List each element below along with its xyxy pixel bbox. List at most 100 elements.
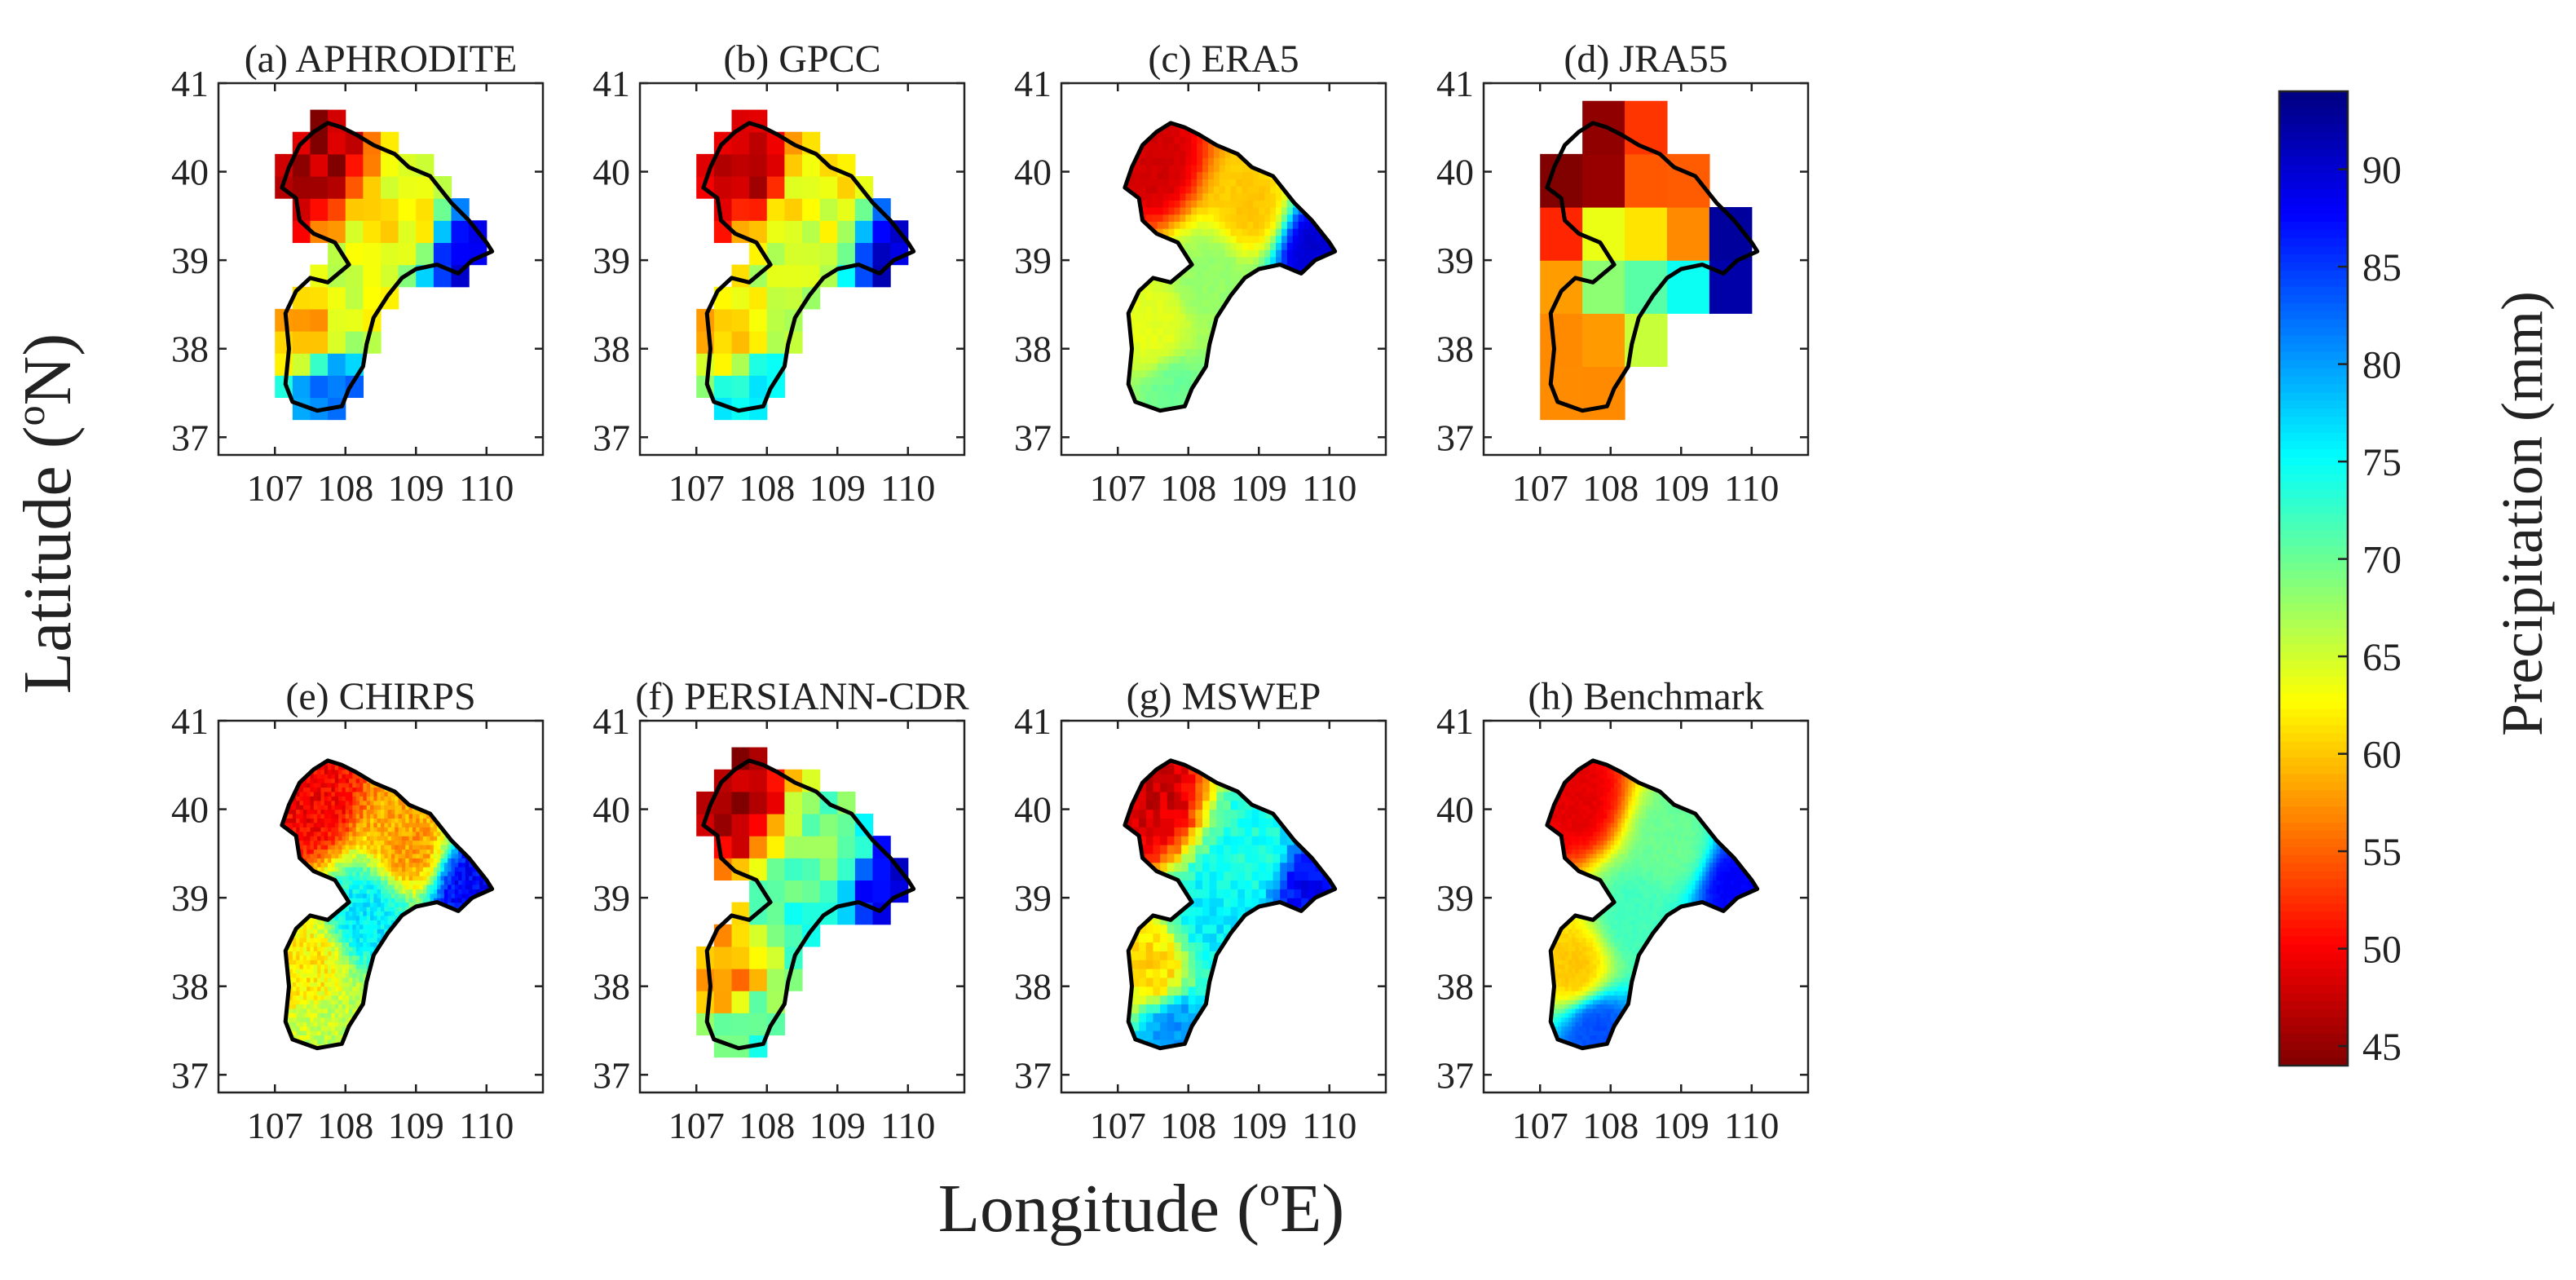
- grid-cell: [381, 955, 385, 960]
- grid-cell: [289, 951, 293, 956]
- grid-cell: [1292, 249, 1299, 258]
- grid-cell: [296, 809, 301, 814]
- grid-cell: [1157, 185, 1164, 194]
- grid-cell: [1259, 115, 1265, 122]
- grid-cell: [313, 796, 318, 801]
- grid-cell: [370, 946, 374, 951]
- grid-cell: [345, 871, 350, 876]
- grid-cell: [1332, 171, 1335, 179]
- grid-cell: [307, 880, 311, 885]
- grid-cell: [387, 982, 392, 987]
- grid-cell: [281, 1004, 283, 1009]
- grid-cell: [338, 858, 343, 863]
- grid-cell: [1145, 256, 1153, 265]
- grid-cell: [412, 818, 417, 823]
- grid-cell: [398, 822, 403, 828]
- grid-cell: [334, 991, 339, 996]
- grid-cell: [299, 955, 304, 960]
- grid-cell: [1185, 327, 1192, 335]
- grid-cell: [1118, 115, 1124, 122]
- grid-cell: [1276, 377, 1282, 385]
- grid-cell: [317, 845, 322, 850]
- basin-outline: [280, 121, 495, 413]
- grid-cell: [1338, 221, 1344, 228]
- grid-cell: [363, 800, 368, 806]
- grid-cell: [317, 929, 322, 934]
- grid-cell: [713, 331, 733, 354]
- grid-cell: [293, 1053, 297, 1057]
- grid-cell: [387, 849, 392, 854]
- grid-cell: [1224, 122, 1232, 130]
- grid-cell: [1224, 164, 1232, 173]
- grid-cell: [307, 884, 311, 889]
- grid-cell: [1219, 348, 1226, 356]
- grid-cell: [802, 242, 821, 266]
- grid-cell: [1321, 355, 1327, 364]
- grid-cell: [345, 220, 364, 244]
- grid-cell: [317, 1004, 322, 1009]
- grid-cell: [1253, 115, 1259, 122]
- grid-cell: [307, 1017, 311, 1022]
- grid-cell: [398, 818, 403, 823]
- grid-cell: [328, 787, 333, 792]
- grid-cell: [307, 800, 311, 806]
- grid-cell: [1168, 129, 1176, 137]
- grid-cell: [1180, 221, 1186, 229]
- grid-cell: [1230, 249, 1237, 258]
- grid-cell: [303, 1053, 307, 1057]
- precip-grid: [275, 109, 487, 421]
- grid-cell: [317, 1017, 322, 1022]
- grid-cell: [1281, 405, 1288, 411]
- grid-cell: [1157, 292, 1164, 300]
- grid-cell: [1292, 136, 1299, 144]
- grid-cell: [328, 1026, 333, 1031]
- grid-cell: [1309, 292, 1317, 300]
- grid-cell: [1207, 129, 1215, 137]
- grid-cell: [302, 969, 307, 974]
- grid-cell: [1151, 327, 1158, 335]
- grid-cell: [352, 907, 357, 912]
- grid-cell: [1202, 334, 1209, 342]
- grid-cell: [1315, 249, 1321, 258]
- grid-cell: [1286, 249, 1294, 258]
- grid-cell: [408, 822, 413, 828]
- grid-cell: [1315, 108, 1321, 115]
- grid-cell: [307, 938, 311, 943]
- grid-cell: [275, 792, 279, 797]
- grid-cell: [349, 933, 353, 938]
- grid-cell: [387, 884, 392, 889]
- grid-cell: [317, 991, 322, 996]
- grid-cell: [1264, 157, 1271, 166]
- grid-cell: [331, 748, 335, 753]
- grid-cell: [381, 862, 385, 867]
- grid-cell: [1270, 200, 1277, 208]
- grid-cell: [317, 840, 322, 845]
- grid-cell: [281, 907, 283, 912]
- grid-cell: [1298, 214, 1305, 222]
- grid-cell: [307, 907, 311, 912]
- grid-cell: [1174, 263, 1180, 271]
- grid-cell: [320, 880, 325, 885]
- grid-cell: [313, 867, 318, 872]
- grid-cell: [1191, 313, 1198, 321]
- grid-cell: [412, 849, 417, 854]
- grid-cell: [1157, 327, 1164, 335]
- grid-cell: [1338, 334, 1344, 342]
- grid-cell: [342, 796, 346, 801]
- grid-cell: [381, 995, 385, 1000]
- grid-cell: [296, 862, 301, 867]
- grid-cell: [1292, 122, 1299, 130]
- grid-cell: [317, 986, 322, 991]
- grid-cell: [359, 783, 364, 788]
- grid-cell: [377, 769, 382, 775]
- grid-cell: [1230, 355, 1237, 364]
- grid-cell: [1540, 366, 1583, 421]
- grid-cell: [1230, 348, 1237, 356]
- grid-cell: [1264, 143, 1271, 152]
- grid-cell: [1281, 136, 1288, 144]
- grid-cell: [1332, 285, 1335, 293]
- grid-cell: [1264, 313, 1271, 321]
- grid-cell: [352, 748, 356, 753]
- grid-cell: [1247, 192, 1254, 201]
- grid-cell: [1270, 249, 1277, 258]
